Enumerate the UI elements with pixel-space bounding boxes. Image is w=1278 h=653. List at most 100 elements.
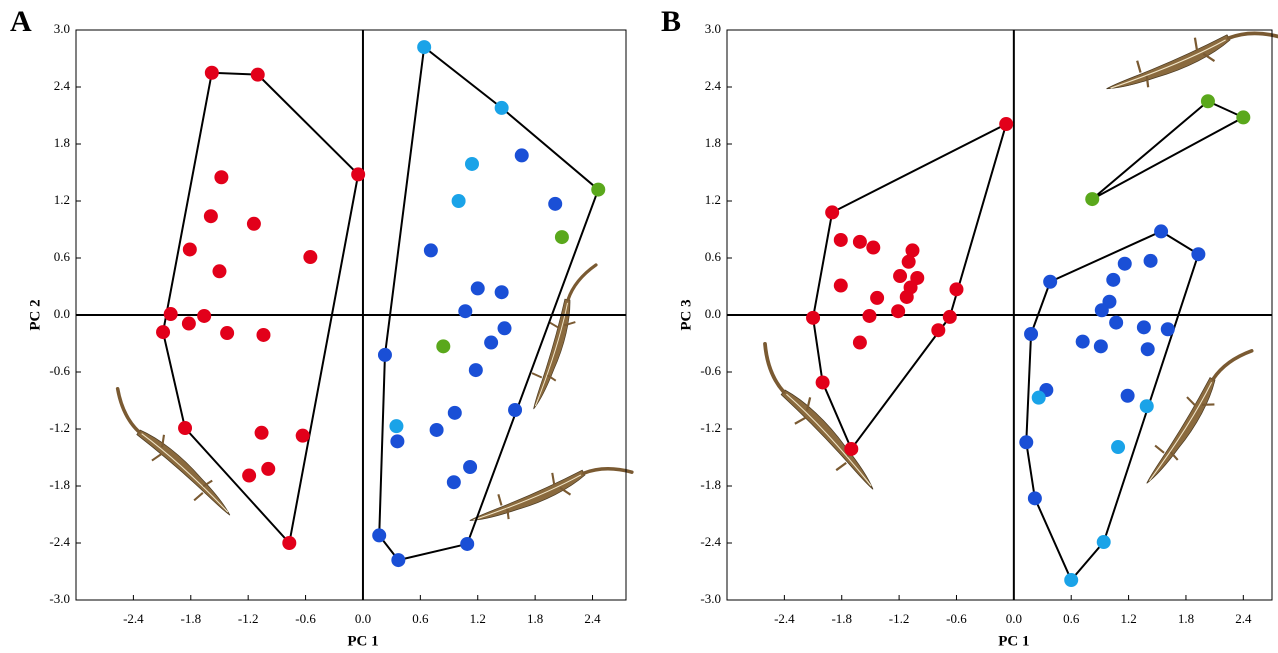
data-point — [212, 264, 227, 279]
data-point — [390, 434, 405, 449]
panel-label: A — [10, 5, 32, 38]
data-point — [833, 232, 848, 247]
data-point — [389, 419, 404, 434]
data-point — [1191, 247, 1206, 262]
data-point — [1120, 388, 1135, 403]
data-point — [1094, 303, 1109, 318]
x-tick-label: 1.2 — [1120, 611, 1136, 626]
data-point — [1031, 390, 1046, 405]
data-point — [1064, 573, 1079, 588]
y-axis-title: PC 3 — [678, 299, 694, 330]
x-tick-label: -0.6 — [295, 611, 316, 626]
data-point — [178, 421, 193, 436]
data-point — [295, 428, 310, 443]
lizard-illustration — [1137, 328, 1254, 502]
data-point — [514, 148, 529, 163]
x-tick-label: -0.6 — [946, 611, 967, 626]
x-tick-label: -1.8 — [180, 611, 201, 626]
data-point — [446, 475, 461, 490]
lizard-illustration — [463, 429, 634, 557]
data-point — [460, 536, 475, 551]
data-point — [1140, 342, 1155, 357]
x-tick-label: -2.4 — [774, 611, 795, 626]
data-point — [1106, 272, 1121, 287]
data-point — [465, 156, 479, 171]
data-point — [852, 234, 867, 249]
y-tick-label: -1.2 — [700, 420, 721, 435]
y-tick-label: -2.4 — [49, 534, 70, 549]
x-tick-label: 0.0 — [355, 611, 371, 626]
x-tick-label: -1.8 — [831, 611, 852, 626]
y-tick-label: -3.0 — [700, 591, 721, 606]
data-point — [163, 307, 178, 322]
y-axis-title: PC 2 — [27, 299, 43, 330]
y-tick-label: 1.8 — [54, 135, 70, 150]
data-point — [1109, 315, 1124, 330]
data-point — [494, 100, 509, 115]
lizard-illustration — [88, 386, 255, 524]
data-point — [197, 308, 212, 323]
data-point — [203, 209, 218, 224]
x-tick-label: 1.8 — [527, 611, 543, 626]
y-tick-label: -2.4 — [700, 534, 721, 549]
data-point — [825, 205, 840, 220]
data-point — [372, 528, 387, 543]
y-tick-label: -1.2 — [49, 420, 70, 435]
data-point — [250, 67, 265, 82]
lizard-illustration — [524, 255, 598, 418]
y-tick-label: 1.8 — [705, 135, 721, 150]
data-point — [468, 363, 483, 378]
data-point — [204, 65, 219, 80]
x-tick-label: 2.4 — [1235, 611, 1252, 626]
data-point — [844, 441, 859, 456]
y-tick-label: -0.6 — [49, 363, 70, 378]
data-point — [1085, 192, 1100, 207]
y-tick-label: 3.0 — [705, 21, 721, 36]
data-point — [282, 536, 297, 550]
data-point — [1117, 256, 1132, 271]
data-point — [220, 326, 235, 341]
data-point — [893, 269, 908, 284]
x-tick-label: 1.2 — [470, 611, 486, 626]
y-tick-label: 0.6 — [54, 249, 71, 264]
data-point — [931, 323, 946, 338]
panel-label: B — [661, 5, 681, 38]
data-point — [1136, 320, 1151, 335]
data-point — [548, 196, 563, 211]
data-point — [214, 170, 229, 185]
data-point — [949, 282, 964, 297]
data-point — [436, 339, 451, 354]
y-tick-label: 0.0 — [705, 306, 721, 321]
data-point — [1019, 435, 1034, 450]
data-point — [1143, 253, 1158, 268]
data-point — [256, 327, 271, 342]
convex-hull — [378, 45, 600, 562]
y-tick-label: 0.0 — [54, 306, 70, 321]
y-tick-label: 1.2 — [54, 192, 70, 207]
data-point — [942, 309, 957, 324]
x-axis-title: PC 1 — [347, 633, 378, 649]
x-tick-label: 2.4 — [584, 611, 601, 626]
data-point — [1200, 94, 1215, 109]
data-point — [242, 468, 257, 483]
data-point — [870, 290, 885, 305]
data-point — [1024, 327, 1039, 341]
data-point — [484, 335, 499, 350]
panel: -2.4 -1.8 -1.2 -0.6 0.0 0.6 1.2 1.8 2.4 -3.0 -2.4 -… — [10, 5, 627, 649]
data-point — [815, 375, 830, 390]
data-point — [447, 405, 462, 420]
data-point — [391, 553, 406, 568]
x-tick-label: -1.2 — [238, 611, 259, 626]
data-point — [905, 243, 920, 258]
data-point — [1160, 322, 1175, 337]
x-tick-label: 0.6 — [412, 611, 429, 626]
convex-hull — [1091, 100, 1246, 200]
x-tick-label: -2.4 — [123, 611, 144, 626]
data-point — [891, 304, 906, 319]
y-tick-label: 3.0 — [54, 21, 70, 36]
data-point — [497, 321, 512, 336]
y-tick-label: -0.6 — [700, 363, 721, 378]
data-point — [1096, 535, 1111, 550]
y-tick-label: -3.0 — [49, 591, 70, 606]
